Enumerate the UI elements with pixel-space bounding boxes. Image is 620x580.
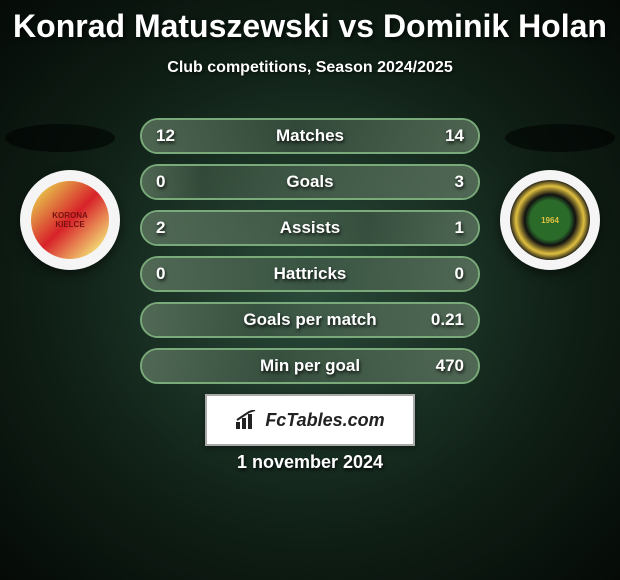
stat-label: Min per goal: [142, 356, 478, 376]
stat-row: Min per goal470: [140, 348, 480, 384]
date-label: 1 november 2024: [0, 452, 620, 473]
stats-container: 12Matches14 0Goals3 2Assists1 0Hattricks0 Go…: [140, 118, 480, 394]
brand-text: FcTables.com: [265, 410, 384, 431]
stat-label: Goals per match: [142, 310, 478, 330]
stat-row: 2Assists1: [140, 210, 480, 246]
stat-label: Hattricks: [142, 264, 478, 284]
page-title: Konrad Matuszewski vs Dominik Holan: [0, 0, 620, 45]
stat-row: 12Matches14: [140, 118, 480, 154]
shadow-right: [505, 124, 615, 152]
stat-row: 0Hattricks0: [140, 256, 480, 292]
page-subtitle: Club competitions, Season 2024/2025: [0, 59, 620, 77]
shadow-left: [5, 124, 115, 152]
stat-label: Assists: [142, 218, 478, 238]
stat-label: Matches: [142, 126, 478, 146]
chart-icon: [235, 410, 259, 430]
stat-row: 0Goals3: [140, 164, 480, 200]
stat-label: Goals: [142, 172, 478, 192]
stat-row: Goals per match0.21: [140, 302, 480, 338]
club-badge-right-inner: 1964: [510, 180, 590, 260]
brand-box[interactable]: FcTables.com: [205, 394, 415, 446]
club-badge-left: KORONAKIELCE: [20, 170, 120, 270]
club-badge-right: 1964: [500, 170, 600, 270]
club-badge-left-inner: KORONAKIELCE: [31, 181, 109, 259]
